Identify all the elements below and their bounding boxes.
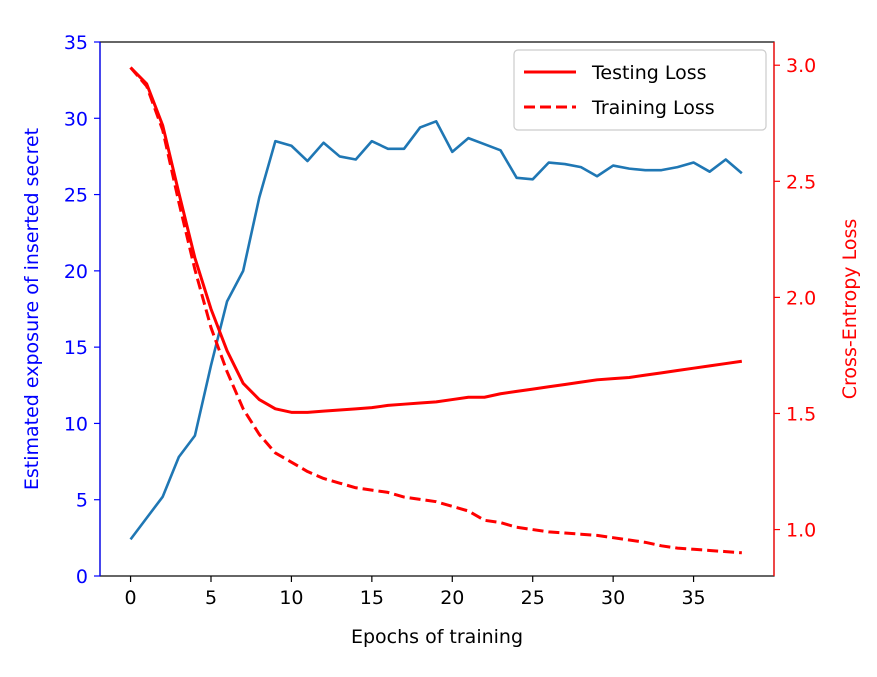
legend: Testing Loss Training Loss <box>513 49 767 131</box>
right-y-tick-label: 2.5 <box>786 171 816 193</box>
left-y-tick-label: 15 <box>64 337 88 359</box>
x-tick-label: 10 <box>279 587 303 609</box>
right-y-tick-label: 3.0 <box>786 55 816 77</box>
x-tick-label: 15 <box>360 587 384 609</box>
x-tick-label: 5 <box>205 587 217 609</box>
right-y-tick-label: 2.0 <box>786 287 816 309</box>
x-tick-label: 25 <box>521 587 545 609</box>
left-y-tick-label: 30 <box>64 108 88 130</box>
left-y-tick-label: 0 <box>76 566 88 588</box>
right-y-tick-label: 1.0 <box>786 520 816 542</box>
series-line-exposure <box>129 120 743 541</box>
left-y-tick-label: 10 <box>64 413 88 435</box>
left-y-tick-label: 5 <box>76 490 88 512</box>
series-line-testing <box>129 66 743 414</box>
x-tick-label: 20 <box>440 587 464 609</box>
series-line-training <box>129 66 742 555</box>
legend-label-training: Training Loss <box>591 97 715 119</box>
left-y-tick-label: 25 <box>64 185 88 207</box>
right-y-tick-label: 1.5 <box>786 403 816 425</box>
legend-label-testing: Testing Loss <box>591 62 707 84</box>
x-tick-label: 0 <box>125 587 137 609</box>
x-tick-label: 35 <box>681 587 705 609</box>
left-y-tick-label: 20 <box>64 261 88 283</box>
left-y-tick-label: 35 <box>64 32 88 54</box>
legend-box <box>513 49 767 131</box>
left-y-axis-title: Estimated exposure of inserted secret <box>21 128 43 490</box>
right-y-axis-title: Cross-Entropy Loss <box>839 219 861 399</box>
x-tick-label: 30 <box>601 587 625 609</box>
x-axis-title: Epochs of training <box>351 626 523 648</box>
